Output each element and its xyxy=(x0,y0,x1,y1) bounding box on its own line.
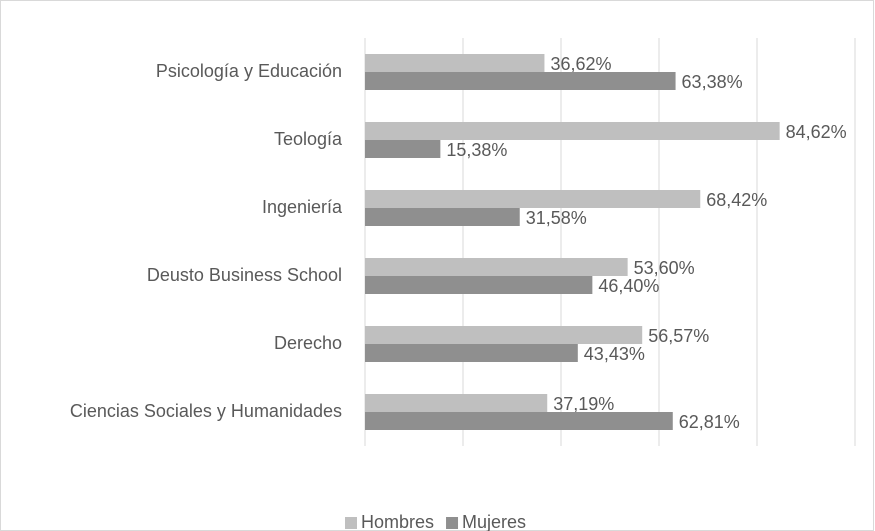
y-tick-label: Teología xyxy=(274,129,343,149)
bar xyxy=(365,326,643,344)
data-label: 37,19% xyxy=(553,394,614,414)
bar xyxy=(365,72,676,90)
bar xyxy=(365,344,578,362)
data-label: 63,38% xyxy=(682,72,743,92)
y-tick-label: Derecho xyxy=(274,333,342,353)
y-tick-label: Ciencias Sociales y Humanidades xyxy=(70,401,342,421)
legend-swatch xyxy=(345,517,357,529)
data-label: 68,42% xyxy=(706,190,767,210)
bar xyxy=(365,190,701,208)
legend-label: Mujeres xyxy=(462,512,526,531)
data-label: 56,57% xyxy=(648,326,709,346)
data-label: 46,40% xyxy=(598,276,659,296)
bar xyxy=(365,208,520,226)
bar xyxy=(365,54,545,72)
y-tick-label: Psicología y Educación xyxy=(156,61,342,81)
data-label: 43,43% xyxy=(584,344,645,364)
legend-swatch xyxy=(446,517,459,529)
bar xyxy=(365,140,441,158)
bar xyxy=(365,122,780,140)
bar xyxy=(365,394,548,412)
data-label: 62,81% xyxy=(679,412,740,432)
data-label: 31,58% xyxy=(526,208,587,228)
data-label: 53,60% xyxy=(634,258,695,278)
data-label: 84,62% xyxy=(786,122,847,142)
y-tick-label: Ingeniería xyxy=(262,197,343,217)
bar xyxy=(365,412,673,430)
bar xyxy=(365,276,593,294)
data-label: 15,38% xyxy=(446,140,507,160)
legend-label: Hombres xyxy=(361,512,434,531)
data-label: 36,62% xyxy=(550,54,611,74)
y-tick-label: Deusto Business School xyxy=(147,265,342,285)
bar xyxy=(365,258,628,276)
